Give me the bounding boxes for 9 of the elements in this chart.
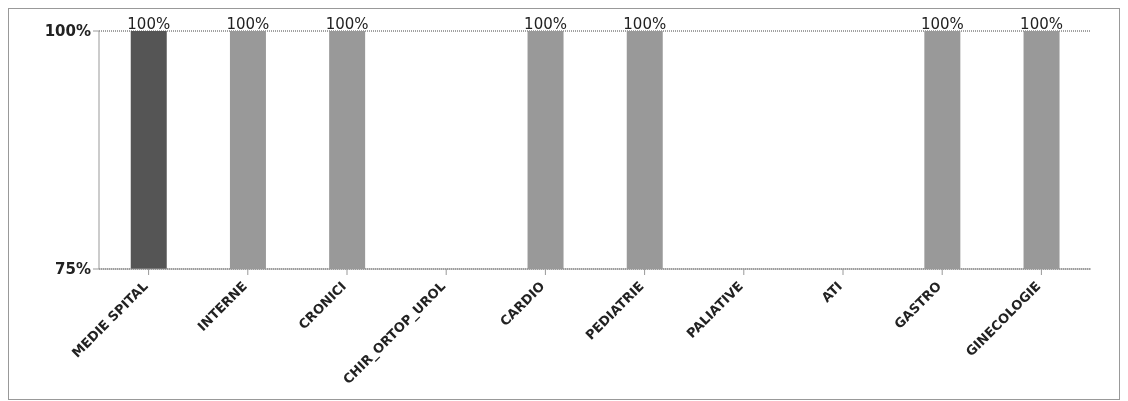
data-label: 100% (920, 15, 964, 33)
data-label: 100% (127, 15, 171, 33)
data-label: 100% (325, 15, 369, 33)
data-label: 100% (524, 15, 567, 33)
data-label: 100% (623, 15, 667, 33)
y-tick-label: 75% (55, 260, 91, 279)
data-label: 100% (226, 15, 270, 33)
x-tick-label: ATI (818, 278, 846, 306)
data-label: 100% (1020, 15, 1063, 33)
